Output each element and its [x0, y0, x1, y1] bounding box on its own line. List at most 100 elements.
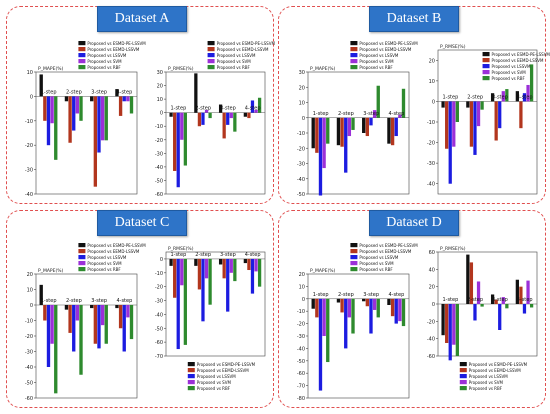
y-tick-label: -10	[427, 120, 435, 126]
y-tick-label: -20	[297, 322, 305, 328]
legend-label: Proposed vs SVM	[359, 261, 394, 266]
y-axis-label: P_RMSE(%)	[440, 44, 466, 50]
category-label: 3-step	[492, 297, 508, 303]
category-label: 2-step	[467, 94, 483, 100]
bar	[394, 298, 398, 324]
legend-swatch	[187, 368, 195, 373]
bar	[46, 305, 51, 367]
legend-label: Proposed vs EEMD-LSSVM	[87, 47, 139, 52]
y-tick-label: -20	[25, 143, 33, 149]
plot-frame	[165, 71, 266, 195]
y-tick-label: -10	[155, 271, 163, 277]
bar	[75, 96, 80, 114]
legend-swatch	[350, 249, 358, 254]
legend-label: Proposed vs EEMD-LSSVM	[197, 368, 249, 373]
y-tick-label: -50	[25, 381, 33, 387]
legend-label: Proposed vs ESMD-PE-LSSVM	[87, 243, 146, 248]
category-label: 4-step	[245, 252, 261, 258]
chart-dataset-c-mape: 20 10 0 -10 -20 -30 -40 -50 -60 P_MAPE(%) 1-step 2-…	[25, 243, 146, 402]
category-label: 2-step	[338, 111, 354, 117]
bar	[218, 104, 223, 113]
y-tick-label: -30	[427, 161, 435, 167]
bar	[344, 117, 348, 173]
legend-label: Proposed vs SVM	[87, 261, 122, 266]
category-label: 2-step	[467, 297, 483, 303]
legend-swatch	[78, 261, 86, 266]
legend-label: Proposed vs RBF	[359, 267, 393, 272]
bar	[322, 117, 326, 169]
bar	[68, 305, 72, 333]
legend-label: Proposed vs ESMD-PE-LSSVM	[469, 362, 528, 367]
y-axis-label: P_RMSE(%)	[168, 246, 194, 252]
bar	[466, 101, 470, 108]
bar	[522, 93, 527, 102]
legend-swatch	[350, 41, 358, 46]
legend-swatch	[350, 53, 358, 58]
y-tick-label: 0	[302, 297, 305, 303]
y-tick-label: -30	[297, 334, 305, 340]
bar	[372, 110, 377, 118]
bar	[390, 298, 395, 317]
legend-swatch	[207, 41, 215, 46]
legend-label: Proposed vs LSSVM	[87, 255, 126, 260]
bar	[229, 258, 233, 273]
bar	[401, 298, 406, 327]
bar	[169, 258, 173, 266]
legend-label: Proposed vs RBF	[197, 386, 231, 391]
bar	[129, 96, 134, 114]
legend-label: Proposed vs RBF	[87, 65, 121, 70]
bar	[498, 101, 502, 129]
bar	[257, 97, 262, 113]
chart-dataset-a-mape: 10 0 -10 -20 -30 -40 P_MAPE(%) 1-step 2-step 3-st…	[25, 41, 146, 198]
bar	[480, 304, 484, 307]
y-tick-label: -50	[155, 326, 163, 332]
bar	[126, 96, 130, 102]
bar	[318, 117, 323, 196]
category-label: 4-step	[517, 94, 533, 100]
y-tick-label: 10	[299, 101, 305, 107]
bar	[75, 305, 80, 321]
bar	[340, 298, 344, 313]
legend-label: Proposed vs ESMD-PE-LSSVM	[217, 41, 276, 46]
legend-swatch	[350, 243, 358, 248]
category-label: 3-step	[363, 111, 379, 117]
legend-label: Proposed vs EEMD-LSSVM	[492, 58, 544, 63]
legend-label: Proposed vs SVM	[359, 59, 394, 64]
bar	[43, 305, 47, 321]
bar	[229, 112, 233, 119]
dataset-a-title: Dataset A	[97, 6, 187, 32]
legend-label: Proposed vs ESMD-PE-LSSVM	[87, 41, 146, 46]
bar	[519, 101, 523, 129]
legend-swatch	[459, 380, 467, 385]
y-tick-label: -70	[155, 354, 163, 360]
bar	[226, 258, 230, 312]
bar	[476, 101, 481, 127]
bar	[501, 297, 505, 304]
legend-swatch	[187, 374, 195, 379]
bar	[97, 305, 101, 349]
bar	[254, 258, 258, 272]
bar	[226, 112, 230, 125]
bar	[311, 298, 315, 309]
y-tick-label: -20	[155, 285, 163, 291]
bar	[97, 96, 101, 153]
bar	[118, 305, 123, 329]
bar	[173, 258, 177, 298]
y-axis-label: P_MAPE(%)	[310, 268, 336, 274]
bar	[183, 112, 187, 166]
bar	[455, 304, 459, 356]
bar	[376, 85, 380, 118]
legend-label: Proposed vs EEMD-LSSVM	[217, 47, 269, 52]
y-tick-label: 30	[299, 70, 305, 76]
bar	[387, 298, 391, 305]
category-label: 4-step	[388, 292, 404, 298]
bar	[455, 101, 459, 122]
category-label: 3-step	[220, 252, 236, 258]
bar	[126, 305, 130, 318]
bar	[93, 305, 98, 344]
y-tick-label: -80	[297, 396, 305, 402]
bar	[448, 101, 452, 184]
category-label: 1-step	[442, 94, 458, 100]
bar	[365, 117, 370, 137]
category-label: 1-step	[442, 297, 458, 303]
